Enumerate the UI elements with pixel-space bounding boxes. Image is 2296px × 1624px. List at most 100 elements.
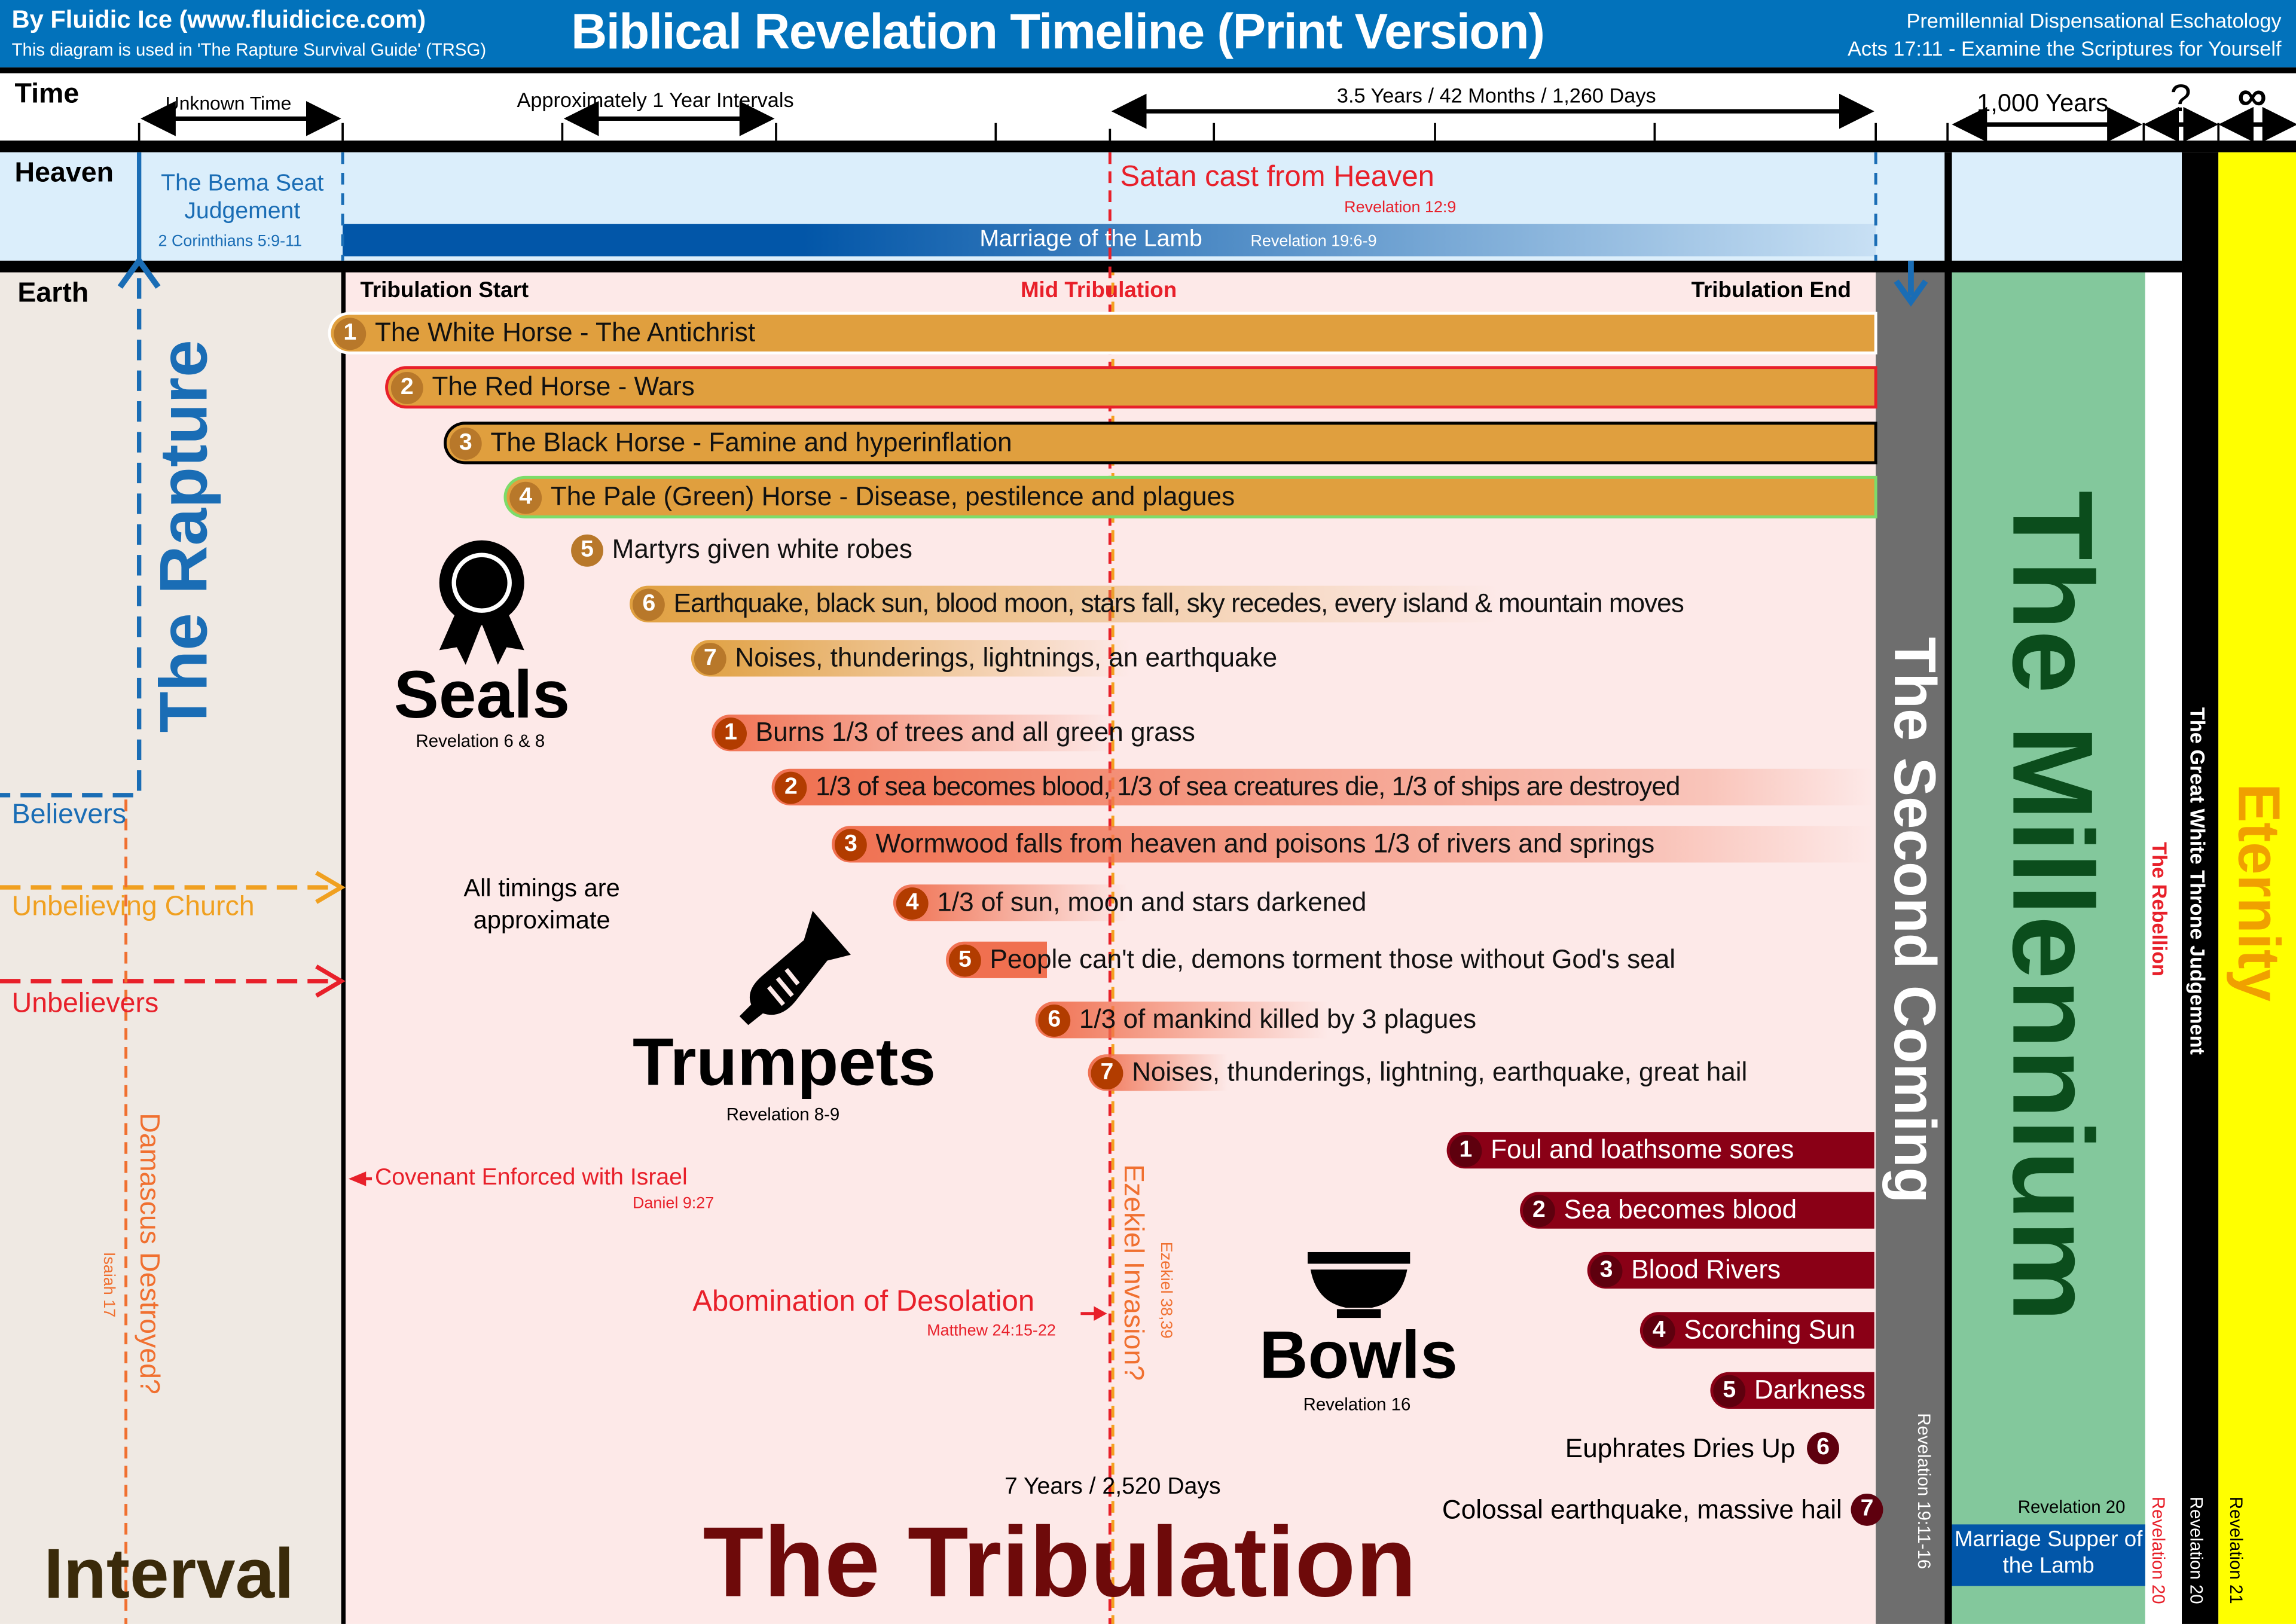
bowl-text: Euphrates Dries Up <box>1565 1433 1796 1463</box>
earth-label: Earth <box>17 278 89 309</box>
unknown-duration-label: ? <box>2170 76 2191 120</box>
trumpet-text: People can't die, demons torment those w… <box>990 944 1676 974</box>
half-tribulation-label: 3.5 Years / 42 Months / 1,260 Days <box>1336 83 1656 107</box>
white-throne-ref: Revelation 20 <box>2186 1496 2207 1604</box>
seal-text: The White Horse - The Antichrist <box>374 318 756 347</box>
satan-cast-label: Satan cast from Heaven <box>1120 161 1434 194</box>
divider <box>341 272 346 1624</box>
seal-number: 3 <box>449 426 482 459</box>
bowl-6: Euphrates Dries Up 6 <box>1565 1432 1848 1464</box>
trumpet-text: 1/3 of sea becomes blood, 1/3 of sea cre… <box>816 771 1680 801</box>
satan-cast-ref: Revelation 12:9 <box>1344 199 1457 217</box>
trumpet-1: 1 Burns 1/3 of trees and all green grass <box>712 715 1444 752</box>
bowl-2: 2 Sea becomes blood <box>1520 1192 1874 1229</box>
seal-text: Earthquake, black sun, blood moon, stars… <box>673 588 1684 618</box>
time-label: Time <box>14 79 80 110</box>
abomination-label: Abomination of Desolation <box>692 1286 1035 1318</box>
eternity-title: Eternity <box>2225 783 2291 1002</box>
white-throne-title: The Great White Throne Judgement <box>2186 707 2210 1055</box>
author-credit: By Fluidic Ice (www.fluidicice.com) <box>11 5 426 34</box>
seal-text: The Black Horse - Famine and hyperinflat… <box>490 428 1012 457</box>
bowls-title: Bowls <box>1259 1316 1458 1393</box>
second-coming-ref: Revelation 19:11-16 <box>1913 1413 1935 1570</box>
bowl-text: Colossal earthquake, massive hail <box>1442 1494 1842 1524</box>
seal-5: 5 Martyrs given white robes <box>568 532 1446 568</box>
seal-number: 1 <box>334 317 367 350</box>
trumpet-number: 4 <box>896 886 929 919</box>
seal-number: 5 <box>571 533 603 566</box>
abomination-ref: Matthew 24:15-22 <box>927 1322 1056 1340</box>
eschatology-label: Premillennial Dispensational Eschatology <box>1906 8 2282 32</box>
trumpet-text: 1/3 of sun, moon and stars darkened <box>937 887 1367 917</box>
covenant-ref: Daniel 9:27 <box>632 1195 715 1213</box>
unknown-time-label: Unknown Time <box>165 92 292 115</box>
seal-number: 2 <box>390 371 423 404</box>
rebellion-ref: Revelation 20 <box>2148 1496 2169 1604</box>
bowl-number: 6 <box>1807 1432 1839 1464</box>
damascus-ref: Isaiah 17 <box>99 1251 117 1318</box>
marriage-supper-label: Marriage Supper of the Lamb <box>1952 1524 2145 1586</box>
bowl-number: 2 <box>1522 1194 1555 1227</box>
trumpet-text: Wormwood falls from heaven and poisons 1… <box>875 829 1655 859</box>
divider <box>0 260 2182 273</box>
bema-seat-label: The Bema Seat Judgement <box>161 171 324 224</box>
bowl-5: 5 Darkness <box>1710 1372 1874 1409</box>
divider <box>1944 152 1952 1624</box>
second-coming-band <box>1876 272 1945 1624</box>
trumpet-number: 7 <box>1091 1056 1123 1089</box>
marriage-of-lamb-ref: Revelation 19:6-9 <box>1250 233 1377 251</box>
bema-seat-ref: 2 Corinthians 5:9-11 <box>158 233 303 251</box>
bowl-number: 5 <box>1713 1374 1746 1407</box>
bowl-icon <box>1307 1251 1410 1318</box>
divider <box>0 67 2296 74</box>
seal-7: 7 Noises, thunderings, lightnings, an ear… <box>691 640 1424 677</box>
trumpets-title: Trumpets <box>632 1023 936 1100</box>
trumpet-7: 7 Noises, thunderings, lightning, earthqu… <box>1088 1054 1864 1091</box>
unbelieving-church-label: Unbelieving Church <box>11 892 255 923</box>
seal-2: 2 The Red Horse - Wars <box>387 369 1874 406</box>
rebellion-band <box>2145 272 2182 1624</box>
trumpet-text: 1/3 of mankind killed by 3 plagues <box>1079 1005 1477 1034</box>
bowls-ref: Revelation 16 <box>1303 1394 1411 1415</box>
second-coming-title: The Second Coming <box>1881 637 1946 1204</box>
millennium-title: The Millennium <box>1988 490 2118 1322</box>
millennium-band <box>1952 272 2145 1624</box>
page-title: Biblical Revelation Timeline (Print Vers… <box>571 4 1545 60</box>
verse-label: Acts 17:11 - Examine the Scriptures for … <box>1848 36 2282 60</box>
seal-text: The Red Horse - Wars <box>432 372 695 402</box>
seals-ref: Revelation 6 & 8 <box>416 731 545 752</box>
trumpet-number: 2 <box>774 771 807 804</box>
trumpet-5: 5 People can't die, demons torment those … <box>946 941 1873 978</box>
bowl-text: Darkness <box>1754 1375 1866 1405</box>
thousand-years-label: 1,000 Years <box>1977 89 2109 117</box>
millennium-ref: Revelation 20 <box>2017 1496 2126 1518</box>
trumpet-6: 6 1/3 of mankind killed by 3 plagues <box>1035 1002 1767 1039</box>
seal-6: 6 Earthquake, black sun, blood moon, star… <box>630 585 1871 622</box>
trumpets-ref: Revelation 8-9 <box>726 1104 840 1125</box>
bowl-text: Blood Rivers <box>1631 1254 1781 1284</box>
covenant-label: Covenant Enforced with Israel <box>374 1165 688 1191</box>
seal-number: 7 <box>694 642 726 674</box>
tribulation-start-label: Tribulation Start <box>360 278 529 303</box>
seal-number: 6 <box>632 588 665 621</box>
seven-years-label: 7 Years / 2,520 Days <box>1004 1475 1221 1500</box>
header-bar <box>0 0 2296 68</box>
ezekiel-invasion-label: Ezekiel Invasion? <box>1117 1164 1149 1381</box>
rosette-icon <box>439 540 524 665</box>
usage-note: This diagram is used in 'The Rapture Sur… <box>11 39 487 60</box>
mid-tribulation-label: Mid Tribulation <box>1020 278 1177 303</box>
ezekiel-ref: Ezekiel 38,39 <box>1156 1241 1175 1339</box>
infinity-label: ∞ <box>2237 73 2267 119</box>
seal-number: 4 <box>509 481 542 514</box>
trumpet-icon <box>739 911 851 1025</box>
seal-3: 3 The Black Horse - Famine and hyperinfla… <box>446 425 1874 462</box>
year-intervals-label: Approximately 1 Year Intervals <box>517 87 794 112</box>
trumpet-number: 6 <box>1038 1003 1071 1036</box>
unbelievers-label: Unbelievers <box>11 988 159 1019</box>
seal-4: 4 The Pale (Green) Horse - Disease, pesti… <box>506 478 1874 516</box>
rapture-label: The Rapture <box>145 340 221 733</box>
eternity-band <box>2218 152 2296 1624</box>
trumpet-4: 4 1/3 of sun, moon and stars darkened <box>893 884 1626 921</box>
trumpet-text: Noises, thunderings, lightning, earthqua… <box>1132 1057 1748 1087</box>
divider <box>0 141 2296 152</box>
